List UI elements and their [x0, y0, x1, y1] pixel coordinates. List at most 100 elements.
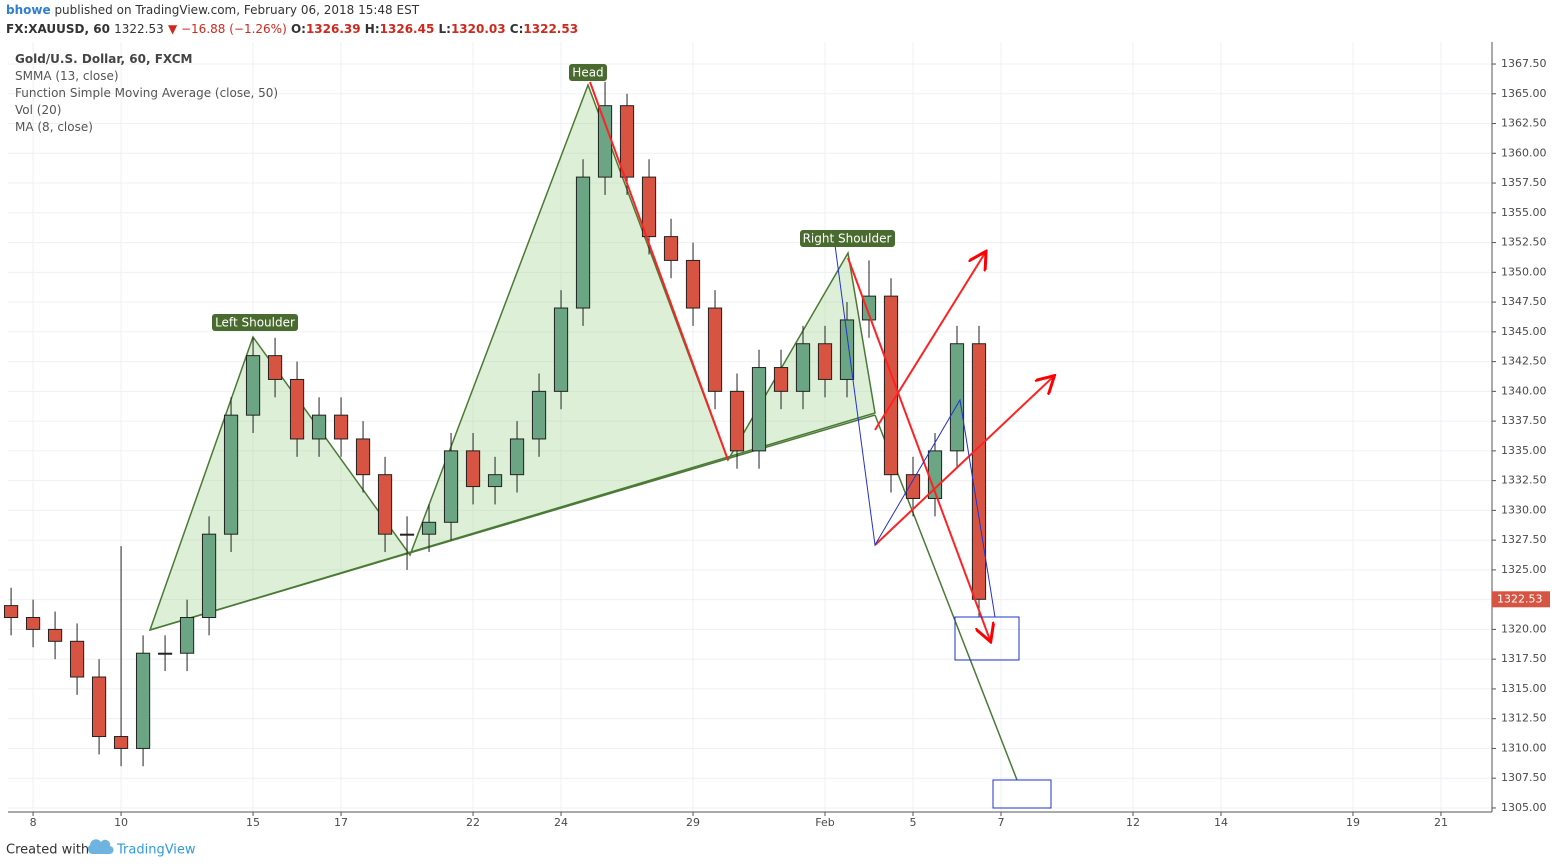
- candle-body: [157, 652, 173, 655]
- y-tick-label: 1347.50: [1501, 295, 1547, 308]
- y-tick-label: 1335.00: [1501, 444, 1547, 457]
- y-tick-label: 1352.50: [1501, 236, 1547, 249]
- candle-body: [223, 414, 239, 535]
- y-tick-label: 1327.50: [1501, 533, 1547, 546]
- projection: [874, 414, 1018, 781]
- candle-body: [3, 605, 19, 619]
- x-tick-label: 5: [910, 816, 917, 829]
- logo: [87, 839, 114, 855]
- x-tick-label: 21: [1434, 816, 1448, 829]
- label-bg: [800, 230, 895, 247]
- y-tick-label: 1342.50: [1501, 355, 1547, 368]
- candle-body: [509, 438, 525, 476]
- symbol-line: FX:XAUUSD, 60 1322.53 ▼ −16.88 (−1.26%) …: [6, 22, 582, 36]
- y-tick-label: 1332.50: [1501, 474, 1547, 487]
- annotation: Left Shoulder: [215, 316, 295, 330]
- last-price-label: 1322.53: [1497, 592, 1543, 605]
- ohlc-label: H:: [364, 22, 380, 36]
- x-tick-label: 12: [1126, 816, 1140, 829]
- candle-body: [553, 307, 569, 392]
- candle-body: [311, 414, 327, 440]
- price: 1322.53: [114, 22, 164, 36]
- ohlc: O:1326.39 H:1326.45 L:1320.03 C:1322.53: [291, 22, 582, 36]
- y-tick-label: 1315.00: [1501, 682, 1547, 695]
- candle-body: [91, 676, 107, 738]
- candle-body: [751, 367, 767, 452]
- neckline: [149, 414, 876, 631]
- ohlc-label: C:: [509, 22, 524, 36]
- x-tick-label: 22: [466, 816, 480, 829]
- y-tick-label: 1367.50: [1501, 57, 1547, 70]
- y-tick-label: 1310.00: [1501, 741, 1547, 754]
- y-tick-label: 1337.50: [1501, 414, 1547, 427]
- last-price-bg: [1492, 591, 1550, 608]
- ohlc-value: 1326.39: [305, 22, 361, 36]
- candle-body: [399, 533, 415, 536]
- candle-body: [839, 319, 855, 380]
- y-tick-label: 1360.00: [1501, 146, 1547, 159]
- label-bg: [569, 64, 607, 81]
- y-tick-label: 1365.00: [1501, 87, 1547, 100]
- y-tick-label: 1355.00: [1501, 206, 1547, 219]
- candle-body: [465, 450, 481, 488]
- candle-body: [597, 105, 613, 178]
- candle-body: [619, 105, 635, 178]
- arrows: [589, 81, 1053, 640]
- x-tick-label: Feb: [815, 816, 834, 829]
- candle-body: [69, 640, 85, 678]
- candle-body: [971, 343, 987, 600]
- footer-text: Created with: [6, 843, 89, 858]
- author: bhowe: [6, 3, 51, 17]
- y-tick-label: 1362.50: [1501, 117, 1547, 130]
- candle-body: [531, 390, 547, 440]
- candle-body: [421, 521, 437, 535]
- y-tick-label: 1330.00: [1501, 503, 1547, 516]
- y-tick-label: 1345.00: [1501, 325, 1547, 338]
- ohlc-value: 1322.53: [523, 22, 579, 36]
- candle-body: [487, 474, 503, 488]
- candle-body: [861, 295, 877, 321]
- symbol: FX:XAUUSD, 60: [6, 22, 110, 36]
- candle-body: [707, 307, 723, 392]
- candle-body: [113, 736, 129, 749]
- candle-body: [47, 628, 63, 642]
- x-tick-label: 24: [554, 816, 568, 829]
- candle-body: [795, 343, 811, 392]
- candle-body: [729, 390, 745, 452]
- annotation: Head: [572, 66, 603, 80]
- legend-item: SMMA (13, close): [15, 69, 119, 83]
- published: published on TradingView.com, February 0…: [54, 3, 420, 17]
- x-tick-label: 7: [997, 816, 1004, 829]
- candle-body: [663, 236, 679, 261]
- label-bg: [212, 314, 298, 331]
- candle-body: [773, 367, 789, 392]
- annotation: Right Shoulder: [803, 232, 892, 246]
- candle-body: [883, 295, 899, 476]
- candle-body: [201, 533, 217, 619]
- y-tick-label: 1317.50: [1501, 652, 1547, 665]
- y-tick-label: 1325.00: [1501, 563, 1547, 576]
- ohlc-label: O:: [290, 22, 306, 36]
- ohlc-label: L:: [438, 22, 451, 36]
- candle-body: [575, 176, 591, 309]
- y-tick-label: 1320.00: [1501, 622, 1547, 635]
- path-sketch: [834, 244, 996, 618]
- change: ▼ −16.88 (−1.26%): [167, 22, 287, 36]
- candle-body: [949, 343, 965, 452]
- x-tick-label: 8: [30, 816, 37, 829]
- x-tick-label: 19: [1346, 816, 1360, 829]
- legend-item: MA (8, close): [15, 120, 93, 134]
- y-tick-label: 1322.50: [1501, 593, 1547, 606]
- candle-body: [289, 378, 305, 440]
- x-tick-label: 29: [686, 816, 700, 829]
- x-tick-label: 10: [114, 816, 128, 829]
- ohlc-value: 1320.03: [450, 22, 506, 36]
- x-tick-label: 14: [1214, 816, 1228, 829]
- legend-title: Gold/U.S. Dollar, 60, FXCM: [15, 52, 193, 66]
- header-line: bhowe published on TradingView.com, Febr…: [6, 3, 419, 17]
- candle-body: [355, 438, 371, 476]
- pattern: [148, 82, 876, 632]
- candle-body: [245, 355, 261, 416]
- y-tick-label: 1357.50: [1501, 176, 1547, 189]
